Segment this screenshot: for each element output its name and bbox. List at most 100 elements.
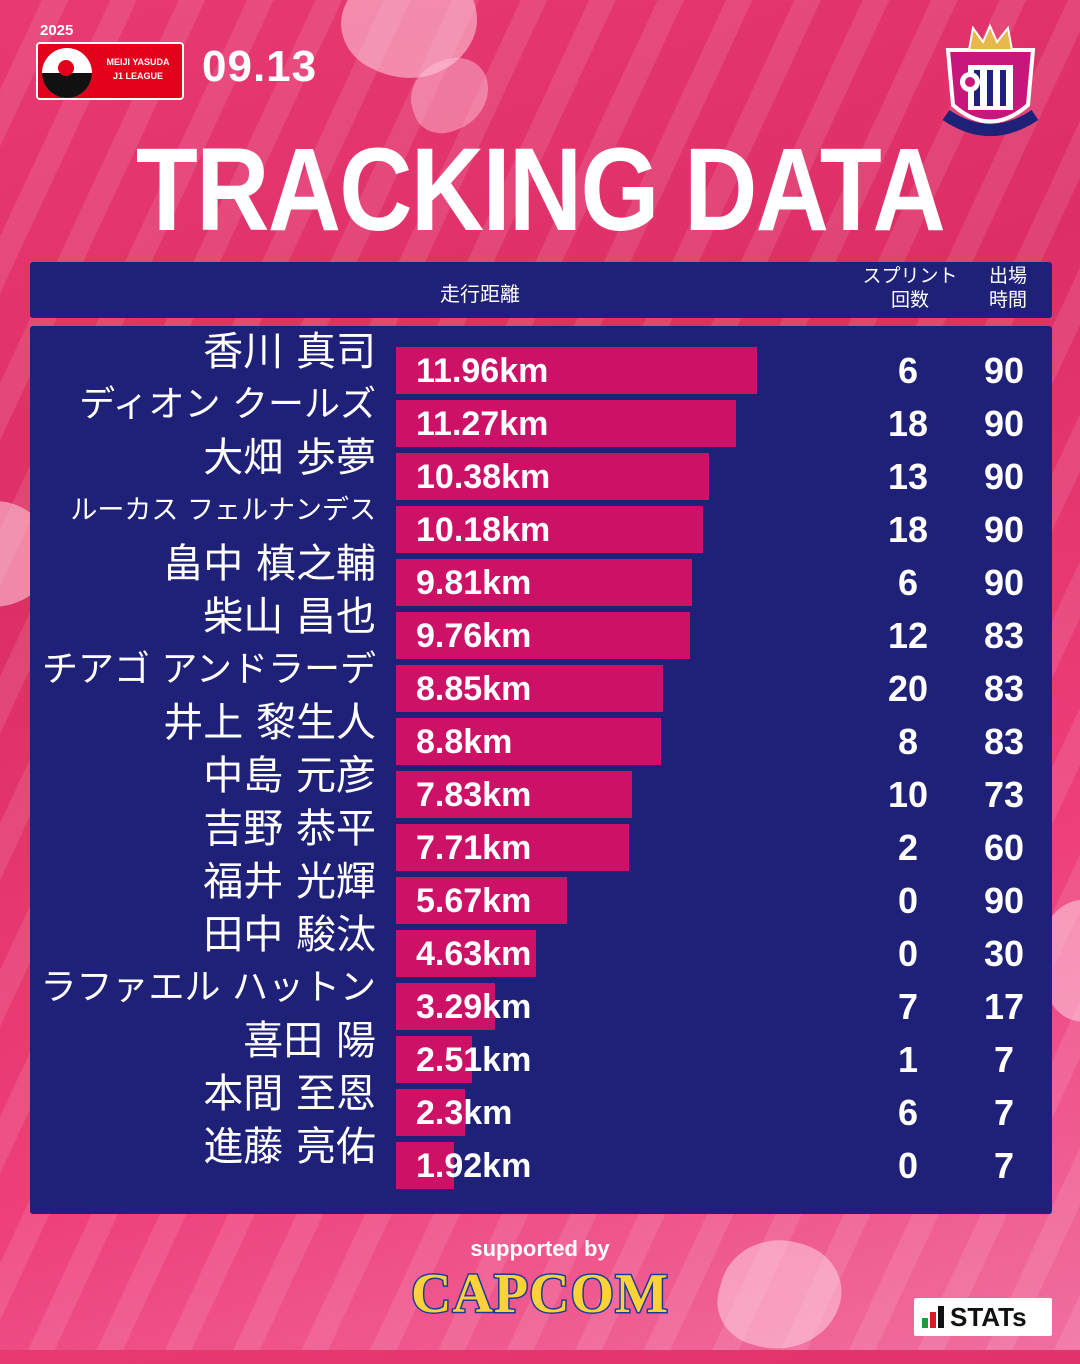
minutes-played: 90 (983, 350, 1025, 391)
player-name: 中島 元彦 (203, 753, 376, 799)
player-name: 吉野 恭平 (203, 806, 376, 852)
distance-label: 2.51km (416, 1041, 532, 1079)
minutes-played: 90 (983, 403, 1025, 444)
distance-label: 7.71km (416, 829, 532, 867)
sprint-count: 0 (897, 933, 919, 974)
minutes-played: 90 (983, 880, 1025, 921)
sprint-count: 6 (897, 1092, 919, 1133)
player-name: 井上 黎生人 (163, 700, 376, 746)
player-name: 柴山 昌也 (203, 594, 376, 640)
sprint-count: 12 (887, 615, 929, 656)
sprint-count: 0 (897, 1145, 919, 1186)
player-name: チアゴ アンドラーデ (41, 649, 376, 690)
distance-label: 9.76km (416, 617, 532, 655)
table-row: 中島 元彦 7.83km 10 73 (30, 750, 1052, 818)
minutes-played: 30 (983, 933, 1025, 974)
table-row: ルーカス フェルナンデス 10.18km 18 90 (30, 485, 1052, 553)
league-year: 2025 (40, 22, 74, 39)
minutes-played: 83 (983, 668, 1025, 709)
column-header-minutes-line1: 出場 (988, 265, 1027, 287)
cerezo-osaka-crest-icon (942, 23, 1039, 136)
sprint-count: 20 (887, 668, 929, 709)
tracking-table: 香川 真司 11.96km 6 90 ディオン クールズ 11.27km 18 90 大畑 歩夢… (30, 326, 1052, 1214)
j-league-emblem-icon (42, 48, 92, 98)
player-name: 福井 光輝 (203, 859, 376, 905)
sprint-count: 2 (897, 827, 919, 868)
stats-perform-logo: STATs (914, 1298, 1052, 1336)
sprint-count: 0 (897, 880, 919, 921)
player-name: 本間 至恩 (203, 1071, 376, 1117)
table-row: 本間 至恩 2.3km 6 7 (30, 1068, 1052, 1136)
distance-bar (396, 506, 703, 553)
distance-bar (396, 612, 690, 659)
player-name: ルーカス フェルナンデス (70, 495, 376, 526)
distance-label: 4.63km (416, 935, 532, 973)
minutes-played: 73 (983, 774, 1025, 815)
player-name: 畠中 槙之輔 (163, 541, 376, 587)
column-header-sprints-line2: 回数 (890, 289, 929, 311)
match-date: 09.13 (202, 42, 318, 91)
minutes-played: 90 (983, 509, 1025, 550)
distance-label: 1.92km (416, 1147, 532, 1185)
column-header-minutes: 出場 時間 (978, 264, 1038, 312)
sprint-count: 18 (887, 509, 929, 550)
table-row: 柴山 昌也 9.76km 12 83 (30, 591, 1052, 659)
table-row: 喜田 陽 2.51km 1 7 (30, 1015, 1052, 1083)
distance-bar (396, 665, 663, 712)
column-header-minutes-line2: 時間 (988, 289, 1027, 311)
table-row: 井上 黎生人 8.8km 8 83 (30, 697, 1052, 765)
table-row: ディオン クールズ 11.27km 18 90 (30, 379, 1052, 447)
minutes-played: 90 (983, 456, 1025, 497)
player-name: ラファエル ハットン (40, 967, 376, 1008)
column-header-sprints-line1: スプリント (862, 265, 958, 287)
minutes-played: 17 (983, 986, 1025, 1027)
stats-provider-label: STATs (950, 1302, 1027, 1332)
distance-bar (396, 559, 692, 606)
distance-bar (396, 1142, 454, 1189)
player-name: 大畑 歩夢 (203, 435, 376, 481)
player-name: 喜田 陽 (243, 1018, 376, 1064)
minutes-played: 90 (983, 562, 1025, 603)
distance-label: 5.67km (416, 882, 532, 920)
minutes-played: 7 (993, 1145, 1015, 1186)
stats-mark-icon (922, 1306, 944, 1328)
distance-label: 7.83km (416, 776, 532, 814)
league-name-line1: MEIJI YASUDA (106, 57, 170, 67)
minutes-played: 7 (993, 1039, 1015, 1080)
supported-by-label: supported by (470, 1236, 610, 1261)
table-row: 吉野 恭平 7.71km 2 60 (30, 803, 1052, 871)
sprint-count: 7 (897, 986, 919, 1027)
distance-bar (396, 400, 736, 447)
sprint-count: 1 (897, 1039, 919, 1080)
player-name: 進藤 亮佑 (203, 1124, 376, 1170)
distance-label: 8.85km (416, 670, 532, 708)
minutes-played: 83 (983, 721, 1025, 762)
league-name-line2: J1 LEAGUE (112, 71, 163, 81)
distance-label: 3.29km (416, 988, 532, 1026)
distance-bar (396, 718, 661, 765)
sprint-count: 10 (887, 774, 929, 815)
league-name: MEIJI YASUDA J1 LEAGUE (96, 55, 180, 83)
table-header: 走行距離 スプリント 回数 出場 時間 (30, 262, 1052, 318)
table-row: チアゴ アンドラーデ 8.85km 20 83 (30, 644, 1052, 712)
sprint-count: 6 (897, 350, 919, 391)
distance-bar (396, 347, 757, 394)
distance-bar (396, 983, 495, 1030)
distance-label: 10.38km (416, 458, 551, 496)
sponsor-logo: CAPCOM (410, 1262, 670, 1327)
table-row: 進藤 亮佑 1.92km 0 7 (30, 1121, 1052, 1189)
column-header-sprints: スプリント 回数 (850, 264, 970, 312)
table-row: 田中 駿汰 4.63km 0 30 (30, 909, 1052, 977)
distance-label: 8.8km (416, 723, 513, 761)
distance-bar (396, 1036, 472, 1083)
distance-bar (396, 930, 536, 977)
distance-label: 11.27km (416, 405, 549, 443)
distance-label: 2.3km (416, 1094, 513, 1132)
distance-bar (396, 1089, 465, 1136)
player-name: 田中 駿汰 (203, 912, 376, 958)
distance-bar (396, 824, 629, 871)
j-league-logo: MEIJI YASUDA J1 LEAGUE (36, 42, 184, 100)
column-header-distance: 走行距離 (440, 282, 520, 306)
distance-label: 11.96km (416, 352, 549, 390)
player-name: ディオン クールズ (79, 384, 376, 425)
